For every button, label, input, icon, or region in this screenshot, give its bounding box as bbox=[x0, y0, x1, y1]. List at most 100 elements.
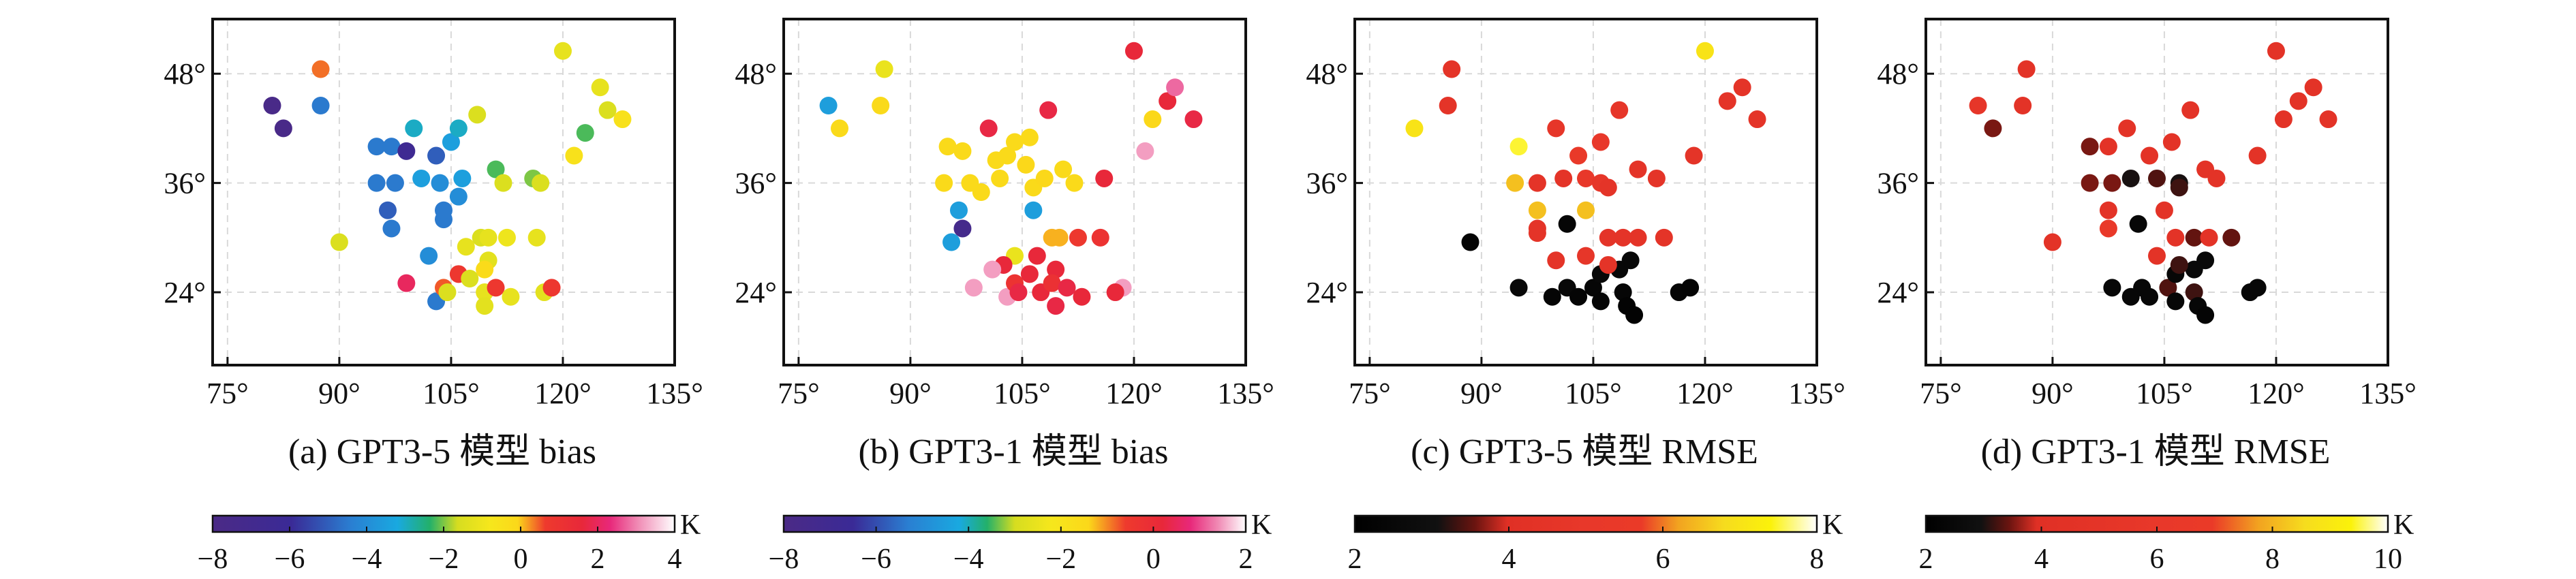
panel-a-colorbar-tick-label: −8 bbox=[198, 544, 228, 575]
panel-c-station-point bbox=[1569, 287, 1588, 306]
panel-b-y-tick-label: 36° bbox=[735, 167, 777, 200]
panel-d-grid bbox=[1926, 19, 2388, 365]
panel-d-station-point bbox=[2099, 201, 2117, 219]
panel-c-station-point bbox=[1547, 251, 1565, 270]
panel-a-station-point bbox=[461, 270, 479, 287]
panel-a-station-point bbox=[397, 142, 416, 160]
panel-a-colorbar-tick-label: −2 bbox=[429, 544, 459, 575]
panel-b-station-point bbox=[1047, 297, 1065, 315]
panel-d-station-point bbox=[2099, 219, 2117, 238]
panel-b-y-tick-label: 48° bbox=[735, 57, 777, 91]
panel-b-station-point bbox=[831, 119, 849, 138]
panel-d-station-point bbox=[2162, 133, 2181, 151]
panel-d-station-point bbox=[2166, 292, 2185, 311]
panel-d-station-point bbox=[2222, 228, 2241, 247]
panel-d-station-point bbox=[2170, 255, 2188, 274]
panel-a-station-point bbox=[527, 228, 546, 247]
panel-d-station-point bbox=[2181, 101, 2200, 119]
panel-b-colorbar-tick-label: 2 bbox=[1239, 544, 1253, 575]
panel-a-colorbar-tick-label: 0 bbox=[514, 544, 528, 575]
panel-b-station-point bbox=[1136, 142, 1154, 160]
panel-d-station-point bbox=[2248, 146, 2267, 165]
panel-c-station-point bbox=[1625, 306, 1644, 324]
panel-b-colorbar bbox=[782, 514, 1247, 533]
panel-a-station-point bbox=[386, 174, 404, 192]
panel-a-station-point bbox=[494, 174, 512, 192]
panel-b-station-point bbox=[1039, 101, 1058, 119]
panel-a-station-point bbox=[442, 133, 460, 151]
panel-a-frame bbox=[211, 18, 676, 366]
panel-b-x-tick-label: 75° bbox=[778, 377, 820, 410]
panel-b-station-point bbox=[949, 201, 968, 219]
panel-d-points bbox=[1969, 42, 2337, 324]
panel-a-y-tick-label: 48° bbox=[164, 57, 206, 91]
panel-c: 75° 90° 105° 120° 135° 24° 36° 48° (c) GPT3-5 … bbox=[1306, 18, 1845, 575]
panel-d-station-point bbox=[2319, 110, 2337, 129]
panel-c-station-point bbox=[1655, 228, 1673, 247]
panel-b-grid bbox=[784, 19, 1246, 365]
panel-a-station-point bbox=[576, 124, 594, 142]
panel-d-colorbar-tick-label: 8 bbox=[2265, 544, 2280, 575]
panel-a-grid bbox=[213, 19, 675, 365]
panel-b-colorbar-unit: K bbox=[1251, 510, 1272, 541]
panel-a-x-ticks: 75° 90° 105° 120° 135° bbox=[206, 357, 703, 410]
panel-a-y-tick-label: 36° bbox=[164, 167, 206, 200]
panel-b-station-point bbox=[998, 146, 1017, 165]
panel-c-x-ticks: 75° 90° 105° 120° 135° bbox=[1349, 357, 1845, 410]
panel-b-station-point bbox=[1024, 201, 1043, 219]
panel-a-colorbar-tick-label: 2 bbox=[591, 544, 605, 575]
panel-c-station-point bbox=[1509, 138, 1528, 156]
panel-c-station-point bbox=[1577, 201, 1595, 219]
panel-c-colorbar-unit: K bbox=[1822, 510, 1843, 541]
panel-a-station-point bbox=[397, 274, 416, 292]
panel-c-points bbox=[1405, 42, 1766, 324]
panel-c-station-point bbox=[1733, 78, 1751, 97]
panel-c-y-tick-label: 48° bbox=[1306, 57, 1348, 91]
panel-b: 75° 90° 105° 120° 135° 24° 36° 48° (b) GPT3-1 … bbox=[735, 18, 1274, 575]
panel-d-y-tick-label: 48° bbox=[1877, 57, 1919, 91]
panel-c-y-ticks: 24° 36° 48° bbox=[1306, 57, 1363, 309]
panel-a-station-point bbox=[382, 138, 401, 156]
panel-d-y-tick-label: 36° bbox=[1877, 167, 1919, 200]
panel-b-station-point bbox=[875, 60, 893, 78]
panel-b-y-ticks: 24° 36° 48° bbox=[735, 57, 792, 309]
panel-d-station-point bbox=[2248, 279, 2267, 297]
panel-d-station-point bbox=[2148, 169, 2166, 187]
panel-b-y-tick-label: 24° bbox=[735, 276, 777, 309]
panel-c-x-tick-label: 105° bbox=[1565, 377, 1622, 410]
panel-a-station-point bbox=[487, 160, 505, 178]
panel-c-colorbar-tick-label: 6 bbox=[1656, 544, 1670, 575]
panel-b-station-point bbox=[979, 119, 998, 138]
panel-a-station-point bbox=[382, 219, 401, 238]
panel-c-station-point bbox=[1599, 178, 1617, 197]
panel-d-station-point bbox=[2103, 174, 2121, 192]
panel-d-station-point bbox=[2155, 201, 2173, 219]
panel-a-station-point bbox=[591, 78, 609, 97]
panel-b-caption: (b) GPT3-1 模型 bias bbox=[859, 433, 1169, 471]
panel-a-colorbar-ticks: −8 −6 −4 −2 0 2 4 bbox=[198, 527, 682, 575]
panel-b-station-point bbox=[819, 97, 838, 114]
panel-b-station-point bbox=[1159, 92, 1177, 110]
panel-c-station-point bbox=[1443, 60, 1461, 78]
panel-b-colorbar-tick-label: −8 bbox=[769, 544, 799, 575]
panel-b-x-ticks: 75° 90° 105° 120° 135° bbox=[778, 357, 1274, 410]
panel-b-station-point bbox=[983, 260, 1002, 279]
panel-c-colorbar-tick-label: 2 bbox=[1348, 544, 1362, 575]
panel-b-station-point bbox=[1020, 128, 1039, 146]
panel-a-points bbox=[263, 42, 632, 315]
panel-c-caption: (c) GPT3-5 模型 RMSE bbox=[1411, 433, 1758, 471]
panel-b-station-point bbox=[1017, 155, 1035, 174]
panel-d-station-point bbox=[2118, 119, 2136, 138]
panel-a: 75° 90° 105° 120° 135° 24° 36° 48° (a) GPT3-5 … bbox=[164, 18, 703, 575]
panel-b-station-point bbox=[942, 233, 961, 251]
panel-c-x-tick-label: 135° bbox=[1788, 377, 1845, 410]
panel-d-colorbar-tick-label: 10 bbox=[2374, 544, 2402, 575]
panel-d-station-point bbox=[2196, 306, 2215, 324]
panel-b-x-tick-label: 105° bbox=[994, 377, 1051, 410]
panel-b-station-point bbox=[938, 138, 957, 156]
panel-b-station-point bbox=[1043, 274, 1061, 292]
panel-a-station-point bbox=[431, 174, 449, 192]
panel-b-points bbox=[819, 42, 1203, 315]
panel-d-station-point bbox=[1969, 97, 1987, 114]
